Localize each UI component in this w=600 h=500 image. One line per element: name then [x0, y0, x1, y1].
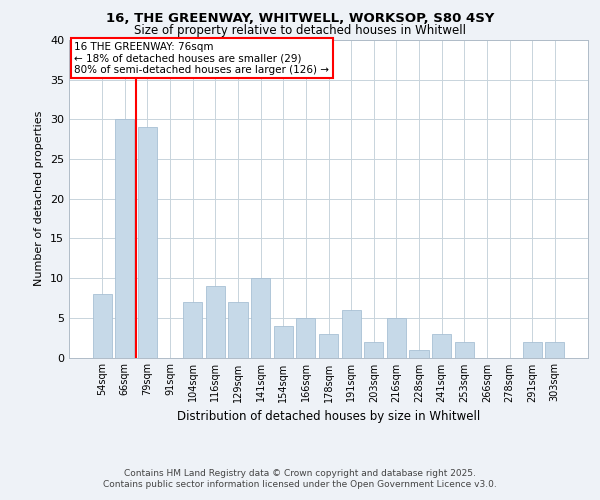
- Bar: [319, 334, 338, 357]
- Bar: [455, 342, 474, 357]
- Bar: [183, 302, 202, 358]
- Bar: [274, 326, 293, 358]
- X-axis label: Distribution of detached houses by size in Whitwell: Distribution of detached houses by size …: [177, 410, 480, 423]
- Bar: [409, 350, 428, 358]
- Text: 16, THE GREENWAY, WHITWELL, WORKSOP, S80 4SY: 16, THE GREENWAY, WHITWELL, WORKSOP, S80…: [106, 12, 494, 26]
- Bar: [92, 294, 112, 358]
- Bar: [545, 342, 565, 357]
- Bar: [432, 334, 451, 357]
- Bar: [296, 318, 316, 358]
- Text: 16 THE GREENWAY: 76sqm
← 18% of detached houses are smaller (29)
80% of semi-det: 16 THE GREENWAY: 76sqm ← 18% of detached…: [74, 42, 329, 75]
- Bar: [138, 128, 157, 358]
- Bar: [206, 286, 225, 358]
- Bar: [341, 310, 361, 358]
- Bar: [251, 278, 270, 357]
- Text: Contains HM Land Registry data © Crown copyright and database right 2025.: Contains HM Land Registry data © Crown c…: [124, 469, 476, 478]
- Text: Contains public sector information licensed under the Open Government Licence v3: Contains public sector information licen…: [103, 480, 497, 489]
- Text: Size of property relative to detached houses in Whitwell: Size of property relative to detached ho…: [134, 24, 466, 37]
- Bar: [115, 120, 134, 358]
- Bar: [229, 302, 248, 358]
- Bar: [523, 342, 542, 357]
- Bar: [387, 318, 406, 358]
- Y-axis label: Number of detached properties: Number of detached properties: [34, 111, 44, 286]
- Bar: [364, 342, 383, 357]
